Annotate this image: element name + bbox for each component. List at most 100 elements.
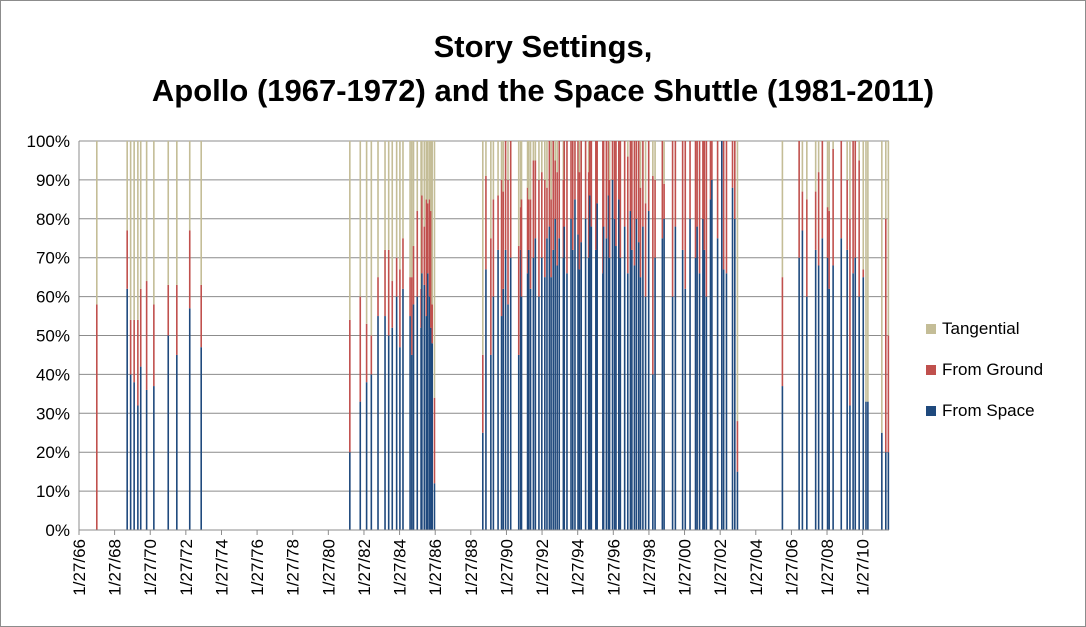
bar-from-space: [725, 273, 728, 530]
bar-from-ground: [402, 238, 404, 289]
bar-from-space: [502, 288, 505, 530]
bar-from-space: [485, 269, 487, 530]
bar-tangential: [652, 141, 654, 177]
bar-tangential: [826, 141, 829, 208]
bar-tangential: [529, 141, 532, 200]
bar-from-space: [500, 316, 503, 530]
bar-from-ground: [623, 141, 626, 227]
gridlines: [79, 140, 889, 492]
bar-from-ground: [858, 160, 860, 297]
bar-from-space: [633, 265, 636, 530]
bar-from-ground: [642, 141, 644, 227]
bar-tangential: [546, 141, 548, 188]
bar-from-space: [519, 249, 522, 531]
bar-from-ground: [517, 246, 520, 355]
bar-from-ground: [631, 141, 633, 250]
bar-from-space: [608, 257, 611, 530]
bar-from-ground: [520, 199, 523, 297]
bar-from-space: [504, 249, 507, 531]
bar-from-space: [571, 249, 574, 531]
legend-label-from-space: From Space: [942, 400, 1035, 420]
bar-tangential: [862, 141, 865, 270]
bar-tangential: [550, 141, 552, 200]
x-tick-label: 1/27/10: [854, 539, 873, 596]
y-tick-label: 60%: [36, 288, 70, 307]
bar-from-space: [570, 218, 572, 531]
bar-from-ground: [416, 211, 419, 297]
bar-from-space: [722, 269, 725, 530]
bar-from-space: [527, 249, 530, 531]
bar-from-space: [605, 238, 608, 530]
bar-tangential: [412, 141, 415, 247]
bar-tangential: [817, 141, 820, 173]
bar-from-ground: [349, 319, 351, 453]
bar-from-space: [391, 327, 394, 530]
bar-from-space: [421, 273, 423, 530]
bar-from-ground: [370, 335, 373, 375]
bar-tangential: [554, 141, 556, 161]
bar-tangential: [814, 141, 817, 192]
x-tick-label: 1/27/88: [462, 539, 481, 596]
bar-from-space: [596, 203, 598, 531]
bar-from-ground: [663, 183, 665, 219]
bar-from-space: [126, 288, 128, 530]
bar-from-ground: [133, 319, 135, 383]
y-tick-label: 90%: [36, 171, 70, 190]
bar-from-ground: [644, 203, 647, 297]
bar-from-space: [517, 354, 520, 530]
bar-from-space: [629, 211, 632, 530]
bar-from-space: [167, 335, 170, 530]
bar-from-ground: [684, 141, 687, 289]
bar-from-ground: [849, 218, 851, 406]
bar-from-space: [689, 218, 691, 531]
bar-from-ground: [509, 141, 512, 258]
bar-from-space: [840, 238, 843, 530]
bar-from-ground: [425, 199, 428, 317]
x-tick-label: 1/27/72: [177, 539, 196, 596]
x-tick-label: 1/27/90: [497, 539, 516, 596]
bar-from-ground: [430, 211, 432, 328]
bar-tangential: [881, 141, 883, 433]
bar-from-ground: [526, 187, 529, 274]
bar-from-ground: [806, 199, 808, 297]
legend-swatch-tangential: [926, 323, 936, 334]
bar-tangential: [556, 141, 558, 173]
bar-from-space: [550, 277, 552, 530]
bar-tangential: [663, 141, 665, 184]
bar-tangential: [654, 141, 656, 180]
bar-tangential: [137, 141, 139, 320]
bar-from-ground: [550, 199, 552, 278]
bar-from-space: [497, 249, 499, 531]
bar-from-space: [584, 218, 587, 531]
x-tick-label: 1/27/94: [569, 539, 588, 596]
bar-from-space: [590, 226, 593, 530]
bar-from-space: [532, 257, 535, 530]
bar-from-ground: [570, 141, 572, 219]
bar-from-ground: [563, 141, 566, 227]
bar-from-ground: [826, 207, 829, 258]
bar-tangential: [411, 141, 413, 278]
bar-from-space: [538, 296, 540, 530]
bar-from-space: [153, 386, 155, 530]
bar-from-ground: [611, 141, 614, 180]
bar-from-ground: [538, 179, 540, 297]
bar-tangential: [884, 141, 887, 219]
bar-from-ground: [554, 160, 556, 219]
bar-from-ground: [399, 269, 401, 348]
bar-from-ground: [615, 141, 617, 247]
bar-from-ground: [647, 141, 650, 212]
bar-tangential: [167, 141, 170, 285]
bar-from-ground: [661, 141, 664, 239]
bar-from-ground: [139, 288, 142, 367]
bar-from-space: [696, 226, 698, 530]
bar-tangential: [500, 141, 503, 180]
bar-from-space: [416, 296, 419, 530]
bar-from-space: [433, 483, 436, 530]
bar-from-space: [828, 288, 830, 530]
bar-tangential: [846, 141, 848, 180]
bar-from-space: [846, 249, 848, 531]
bar-from-space: [387, 335, 390, 530]
bar-from-ground: [552, 141, 555, 250]
bar-tangential: [384, 141, 386, 250]
bar-tangential: [858, 141, 860, 161]
